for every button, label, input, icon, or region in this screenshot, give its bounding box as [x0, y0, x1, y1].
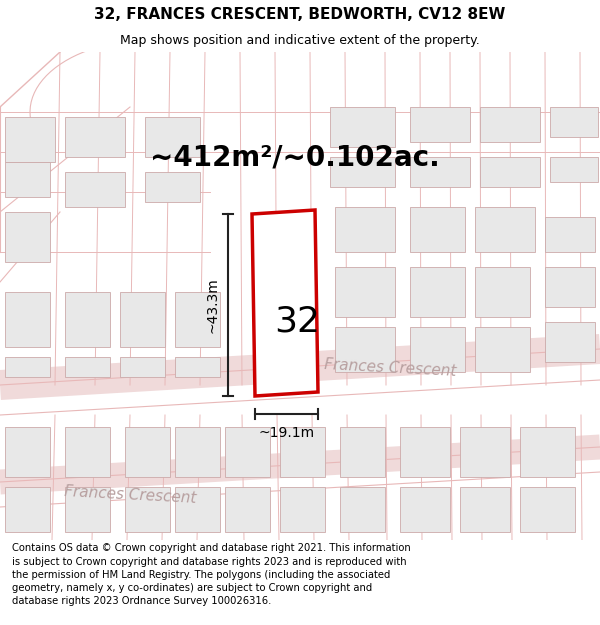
Bar — [65, 427, 110, 477]
Bar — [145, 117, 200, 157]
Bar — [225, 487, 270, 532]
Bar — [5, 487, 50, 532]
Bar — [545, 217, 595, 252]
Bar — [330, 107, 395, 147]
Text: 32: 32 — [274, 304, 320, 338]
Bar — [400, 487, 450, 532]
Bar — [120, 357, 165, 377]
Bar — [120, 292, 165, 347]
Polygon shape — [0, 434, 600, 494]
Bar — [280, 487, 325, 532]
Bar — [335, 327, 395, 372]
Bar — [65, 487, 110, 532]
Text: ~19.1m: ~19.1m — [259, 426, 314, 440]
Bar — [175, 427, 220, 477]
Bar — [400, 427, 450, 477]
Bar — [520, 427, 575, 477]
Bar — [65, 117, 125, 157]
Bar — [65, 292, 110, 347]
Bar — [340, 487, 385, 532]
Bar — [280, 427, 325, 477]
Bar — [410, 107, 470, 142]
Bar — [225, 427, 270, 477]
Bar — [410, 267, 465, 317]
Bar — [65, 172, 125, 207]
Bar — [480, 157, 540, 187]
Bar — [475, 327, 530, 372]
Bar — [125, 487, 170, 532]
Bar — [175, 357, 220, 377]
Bar — [5, 357, 50, 377]
Bar — [5, 212, 50, 262]
Bar — [410, 327, 465, 372]
Bar — [330, 157, 395, 187]
Bar — [410, 207, 465, 252]
Bar — [550, 107, 598, 137]
Bar — [550, 157, 598, 182]
Bar — [460, 427, 510, 477]
Text: Map shows position and indicative extent of the property.: Map shows position and indicative extent… — [120, 34, 480, 47]
Bar — [175, 487, 220, 532]
Bar — [5, 427, 50, 477]
Bar — [145, 172, 200, 202]
Bar — [335, 207, 395, 252]
Text: Frances Crescent: Frances Crescent — [323, 357, 457, 379]
Bar — [5, 292, 50, 347]
Polygon shape — [252, 210, 318, 396]
Polygon shape — [0, 334, 600, 400]
Text: ~43.3m: ~43.3m — [206, 277, 220, 333]
Text: ~412m²/~0.102ac.: ~412m²/~0.102ac. — [150, 143, 440, 171]
Bar — [545, 267, 595, 307]
Text: Frances Crescent: Frances Crescent — [64, 484, 196, 506]
Text: 32, FRANCES CRESCENT, BEDWORTH, CV12 8EW: 32, FRANCES CRESCENT, BEDWORTH, CV12 8EW — [94, 7, 506, 22]
Bar — [125, 427, 170, 477]
Bar — [410, 157, 470, 187]
Text: Contains OS data © Crown copyright and database right 2021. This information
is : Contains OS data © Crown copyright and d… — [12, 543, 411, 606]
Bar — [475, 207, 535, 252]
Bar — [5, 162, 50, 197]
Bar — [545, 322, 595, 362]
Bar — [460, 487, 510, 532]
Bar — [340, 427, 385, 477]
Bar — [520, 487, 575, 532]
Bar — [480, 107, 540, 142]
Bar — [65, 357, 110, 377]
Bar — [475, 267, 530, 317]
Bar — [335, 267, 395, 317]
Bar — [175, 292, 220, 347]
Bar — [5, 117, 55, 162]
